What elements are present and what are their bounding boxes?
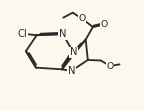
Text: Cl: Cl — [17, 29, 27, 39]
Text: O: O — [101, 20, 108, 29]
Text: N: N — [59, 29, 66, 39]
Text: O: O — [107, 61, 114, 71]
Text: N: N — [68, 66, 75, 76]
Text: N: N — [70, 47, 77, 57]
Text: O: O — [78, 14, 86, 23]
